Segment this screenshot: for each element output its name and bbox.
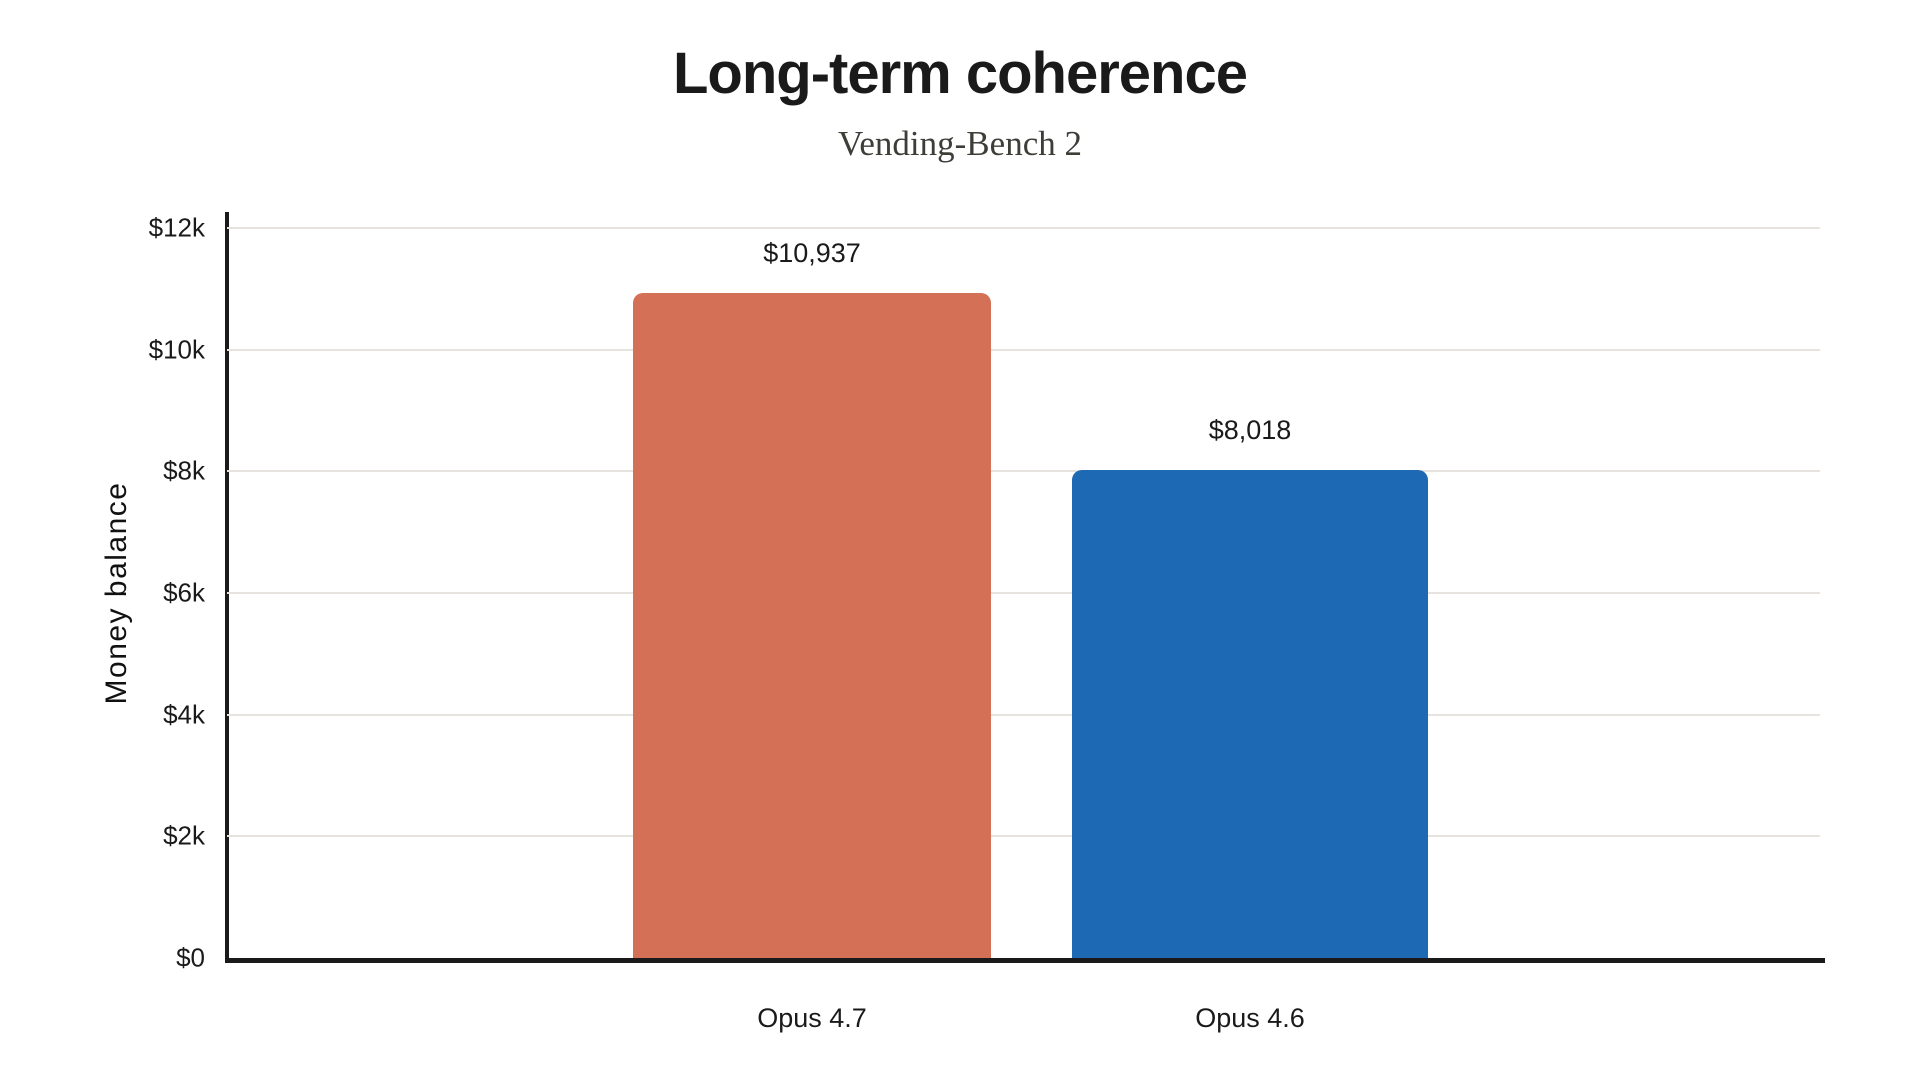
y-axis-line xyxy=(225,212,229,963)
bar-value-label-opus-4-7: $10,937 xyxy=(763,238,861,268)
gridline-2k xyxy=(227,835,1820,838)
y-tick-label: $2k xyxy=(163,820,205,851)
x-axis-line xyxy=(225,958,1825,963)
bar-value-label-opus-4-6: $8,018 xyxy=(1208,415,1292,445)
y-tick-label: $10k xyxy=(148,334,205,365)
chart-subtitle: Vending-Bench 2 xyxy=(838,124,1082,163)
chart-title: Long-term coherence xyxy=(673,41,1248,106)
x-category-label-opus-4-7: Opus 4.7 xyxy=(757,1003,867,1033)
y-tick-label: $0 xyxy=(176,942,205,973)
x-category-label-opus-4-6: Opus 4.6 xyxy=(1195,1003,1305,1033)
y-tick-label: $6k xyxy=(163,577,205,608)
y-tick-label: $12k xyxy=(148,212,205,243)
gridline-6k xyxy=(227,592,1820,594)
bar-opus-4-7 xyxy=(633,293,991,958)
gridline-10k xyxy=(227,348,1820,351)
bar-opus-4-6 xyxy=(1072,470,1428,958)
y-tick-label: $8k xyxy=(163,455,205,486)
plot-area: $0 $2k $4k $6k $8k $10k $12k $10,937 Opus 4.7 $8,… xyxy=(149,212,1825,1033)
gridline-4k xyxy=(227,713,1820,716)
gridline-8k xyxy=(227,470,1820,473)
gridline-12k xyxy=(227,227,1820,229)
y-tick-label: $4k xyxy=(163,699,205,730)
